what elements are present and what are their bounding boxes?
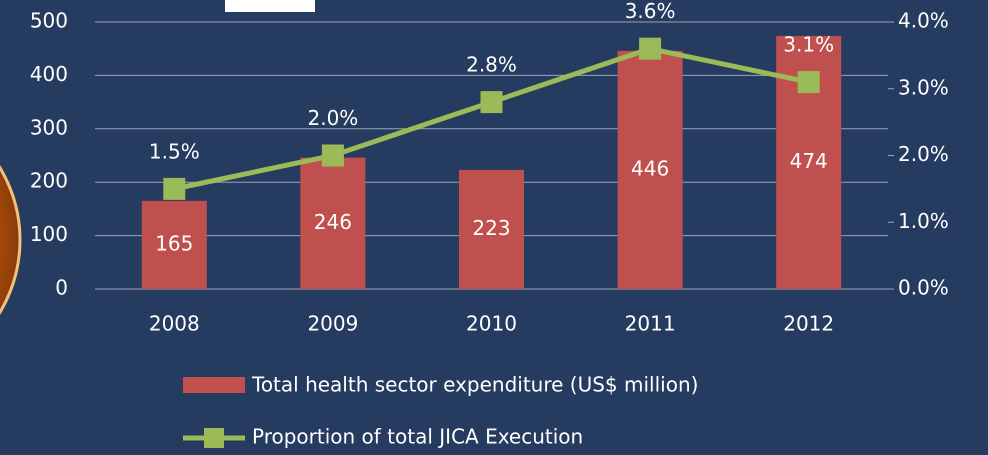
legend-swatch	[204, 428, 224, 448]
bar-value-label: 246	[314, 210, 352, 234]
legend-label: Proportion of total JICA Execution	[252, 425, 583, 449]
y2-tick-label: 1.0%	[898, 209, 949, 233]
legend-label: Total health sector expenditure (US$ mil…	[251, 373, 698, 397]
decoration-patch	[225, 0, 315, 12]
line-marker	[639, 37, 662, 60]
y-tick-label: 200	[30, 169, 68, 193]
x-tick-label: 2011	[625, 312, 676, 336]
line-marker	[163, 177, 186, 200]
line-value-label: 2.8%	[466, 53, 517, 77]
bar	[300, 157, 366, 289]
y-tick-label: 500	[30, 9, 68, 33]
y2-tick-label: 3.0%	[898, 75, 949, 99]
y-tick-label: 0	[55, 276, 68, 300]
decoration-orb	[0, 165, 22, 315]
line-marker	[321, 144, 344, 167]
bar	[458, 169, 525, 289]
legend-swatch	[183, 377, 245, 393]
y-tick-label: 400	[30, 62, 68, 86]
x-tick-label: 2008	[149, 312, 200, 336]
y-tick-label: 100	[30, 222, 68, 246]
y2-tick-label: 4.0%	[898, 9, 949, 33]
bar	[617, 50, 683, 289]
line-value-label: 2.0%	[307, 106, 358, 130]
y2-tick-label: 2.0%	[898, 142, 949, 166]
line-value-label: 3.1%	[783, 33, 834, 57]
y2-tick-label: 0.0%	[898, 276, 949, 300]
line-marker	[797, 71, 820, 94]
bar	[141, 200, 207, 289]
line-value-label: 3.6%	[625, 0, 676, 23]
x-tick-label: 2010	[466, 312, 517, 336]
bar-value-label: 446	[631, 156, 669, 180]
bar-value-label: 165	[155, 231, 193, 255]
bar-value-label: 223	[472, 216, 510, 240]
bar-value-label: 474	[790, 149, 828, 173]
x-tick-label: 2012	[783, 312, 834, 336]
line-value-label: 1.5%	[149, 139, 200, 163]
line-marker	[480, 91, 503, 114]
x-tick-label: 2009	[307, 312, 358, 336]
y-tick-label: 300	[30, 115, 68, 139]
